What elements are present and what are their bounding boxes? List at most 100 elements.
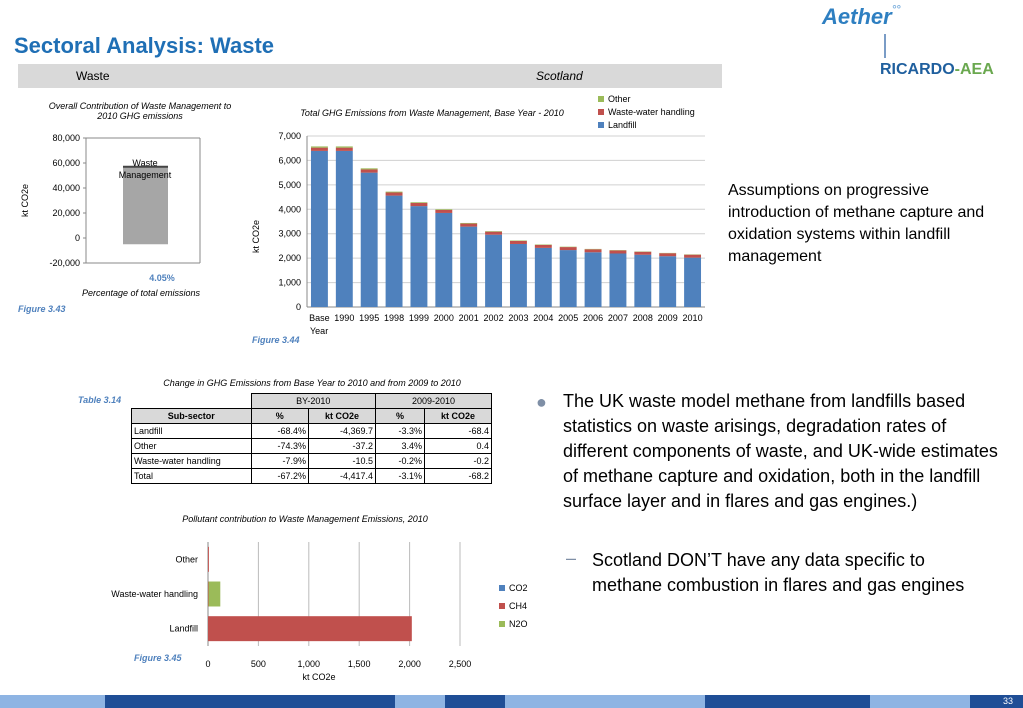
y-axis-label: kt CO2e	[251, 220, 261, 253]
ricardo-separator: -	[954, 61, 960, 78]
bar-waste-water-handling-1995	[360, 169, 378, 173]
x-tick-label: Base	[309, 313, 330, 323]
bar-landfill-2000	[435, 212, 453, 307]
fig345-chart: 0 500 1,000 1,500 2,000 2,500 kt CO2e Other Wast…	[111, 542, 472, 682]
y-tick-label: Other	[175, 554, 198, 564]
bar-ch4-other	[208, 546, 209, 572]
bar-other-Base	[310, 146, 328, 148]
fig344-title: Total GHG Emissions from Waste Managemen…	[300, 108, 564, 118]
y-tick-label: 0	[296, 302, 301, 312]
table-cell: -0.2	[424, 453, 492, 469]
bar-waste-water-handling-Base	[310, 147, 328, 151]
bar-ch4-landfill	[208, 616, 412, 642]
table314-caption: Table 3.14	[78, 395, 122, 405]
bar-landfill-2009	[659, 256, 677, 307]
table-corner	[132, 394, 252, 409]
bar-waste-water-handling-2009	[659, 253, 677, 257]
table-header: Sub-sector	[131, 408, 252, 424]
table-row: Other -74.3% -37.2 3.4% 0.4	[131, 438, 492, 454]
legend-label-wastewater: Waste-water handling	[608, 107, 695, 117]
table-cell: -37.2	[308, 438, 377, 454]
bar-landfill-2003	[509, 243, 527, 307]
table314-title: Change in GHG Emissions from Base Year t…	[163, 378, 461, 388]
bar-ch4-waste-water-handling	[208, 581, 209, 607]
x-axis-label: Percentage of total emissions	[82, 288, 201, 298]
bar-other-2001	[460, 222, 478, 224]
bar-waste-water-handling-2006	[584, 249, 602, 253]
y-axis-label: kt CO2e	[20, 184, 30, 217]
section-band-right: Scotland	[536, 69, 583, 83]
bullet-icon: ●	[536, 392, 547, 412]
bar-waste-water-handling-2000	[435, 209, 453, 213]
y-tick-label: 60,000	[52, 158, 80, 168]
legend-label-landfill: Landfill	[608, 120, 637, 130]
table-cell: 3.4%	[375, 438, 425, 454]
bar-waste-water-handling-2004	[534, 244, 552, 248]
bar-waste-water-handling-1990	[335, 147, 353, 151]
x-tick-label: 1990	[334, 313, 354, 323]
legend-item-other: Other	[598, 94, 695, 104]
x-tick-label: 2002	[484, 313, 504, 323]
x-tick-label: 2008	[633, 313, 653, 323]
sub-bullet-text: Scotland DON’T have any data specific to…	[592, 550, 965, 595]
table-cell: -68.4%	[250, 423, 310, 439]
fig345-legend: CO2 CH4 N2O	[499, 583, 528, 629]
section-band-left: Waste	[76, 69, 110, 83]
aea-text: AEA	[960, 61, 994, 78]
bubbles-icon: °°	[891, 4, 901, 16]
x-tick-label: 1998	[384, 313, 404, 323]
fig344-caption: Figure 3.44	[252, 335, 300, 345]
bar-waste-management	[123, 166, 168, 245]
y-tick-label: Landfill	[169, 624, 198, 634]
bullet-text: The UK waste model methane from landfill…	[563, 391, 998, 511]
x-tick-label: 2004	[533, 313, 553, 323]
legend-item-landfill: Landfill	[598, 120, 695, 130]
bar-landfill-Base	[310, 150, 328, 307]
section-band	[18, 64, 722, 88]
table-header: %	[375, 408, 425, 424]
bar-waste-water-handling-2003	[509, 240, 527, 244]
table-row: Waste-water handling -7.9% -10.5 -0.2% -…	[131, 453, 492, 469]
bar-other-1990	[335, 146, 353, 148]
fig343-title: Overall Contribution of Waste Management…	[20, 101, 260, 121]
table-header: kt CO2e	[424, 408, 492, 424]
x-tick-label: 2,500	[449, 659, 472, 669]
table-cell-subsector: Total	[131, 468, 252, 484]
bar-landfill-2007	[609, 253, 627, 307]
x-axis-label: Year	[310, 326, 328, 336]
y-tick-label: 40,000	[52, 183, 80, 193]
y-tick-label: 20,000	[52, 208, 80, 218]
legend-item-ch4: CH4	[499, 601, 528, 611]
y-tick-label: 3,000	[278, 229, 301, 239]
bar-landfill-2008	[634, 254, 652, 307]
table-row: Total -67.2% -4,417.4 -3.1% -68.2	[131, 468, 492, 484]
bar-waste-water-handling-2008	[634, 251, 652, 255]
footer-segment	[505, 695, 705, 708]
y-tick-label: -20,000	[49, 258, 80, 268]
bar-landfill-2006	[584, 252, 602, 307]
bar-landfill-2004	[534, 247, 552, 307]
footer-segment	[870, 695, 970, 708]
x-tick-label: 500	[251, 659, 266, 669]
aether-logo: Aether°°	[822, 4, 901, 30]
bar-landfill-2005	[559, 250, 577, 307]
aether-logo-text: Aether	[822, 4, 892, 29]
table-cell: -68.2	[424, 468, 492, 484]
y-tick-label: 2,000	[278, 253, 301, 263]
x-axis-label: kt CO2e	[302, 672, 335, 682]
bar-landfill-1990	[335, 150, 353, 307]
y-tick-label: 1,000	[278, 278, 301, 288]
y-tick-label: 7,000	[278, 131, 301, 141]
bar-label-line2: Management	[119, 170, 172, 180]
table-cell: -0.2%	[375, 453, 425, 469]
table-cell: -10.5	[308, 453, 377, 469]
fig343-title-line2: 2010 GHG emissions	[97, 111, 183, 121]
fig343-caption: Figure 3.43	[18, 304, 66, 314]
page-number: 33	[1002, 696, 1013, 706]
bar-landfill-2002	[485, 234, 503, 307]
legend-label-n2o: N2O	[509, 619, 528, 629]
fig345-caption: Figure 3.45	[134, 653, 182, 663]
bar-other-1998	[385, 191, 403, 193]
table-cell: -4,369.7	[308, 423, 377, 439]
x-tick-label: 2003	[508, 313, 528, 323]
